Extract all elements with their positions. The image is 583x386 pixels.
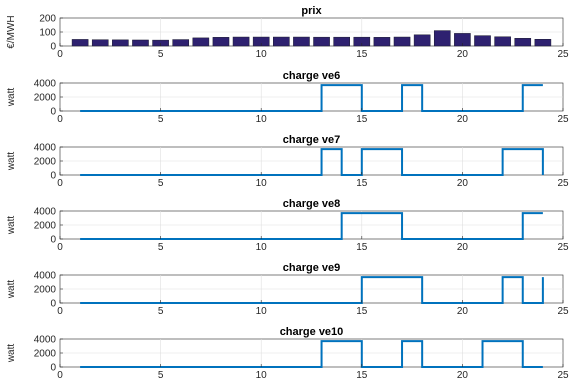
bar xyxy=(393,36,411,47)
bar xyxy=(313,36,330,47)
bar xyxy=(232,36,250,47)
x-tick-label: 25 xyxy=(557,114,569,125)
x-tick-label: 0 xyxy=(57,242,63,253)
x-tick-label: 15 xyxy=(356,178,368,189)
x-tick-label: 20 xyxy=(457,114,469,125)
series-line xyxy=(80,340,543,368)
y-tick-label: 0 xyxy=(50,171,56,182)
y-tick-label: 0 xyxy=(50,235,56,246)
y-axis-label: watt xyxy=(6,152,17,172)
x-tick-label: 0 xyxy=(57,114,63,125)
chart-title: charge ve10 xyxy=(280,326,344,338)
y-tick-label: 4000 xyxy=(34,143,57,154)
x-tick-label: 10 xyxy=(256,370,268,381)
y-tick-label: 4000 xyxy=(34,335,57,346)
x-tick-label: 20 xyxy=(457,370,469,381)
bar xyxy=(132,39,149,47)
x-tick-label: 0 xyxy=(57,178,63,189)
x-tick-label: 0 xyxy=(57,370,63,381)
y-axis-label: watt xyxy=(6,88,17,108)
y-tick-label: 0 xyxy=(50,107,56,118)
x-tick-label: 20 xyxy=(457,49,469,60)
bar xyxy=(273,36,290,47)
chart-title: charge ve8 xyxy=(283,198,340,210)
y-tick-label: 2000 xyxy=(34,93,57,104)
y-axis-label: watt xyxy=(6,280,17,300)
x-tick-label: 20 xyxy=(457,178,469,189)
y-tick-label: 4000 xyxy=(34,207,57,218)
x-tick-label: 25 xyxy=(557,178,569,189)
bar xyxy=(514,38,532,47)
chart-title: prix xyxy=(301,5,322,17)
y-tick-label: 100 xyxy=(39,28,56,39)
x-tick-label: 20 xyxy=(457,242,469,253)
y-tick-label: 0 xyxy=(50,42,56,53)
x-tick-label: 15 xyxy=(356,306,368,317)
x-tick-label: 5 xyxy=(158,49,164,60)
bar xyxy=(91,39,109,47)
bar xyxy=(474,35,491,47)
x-tick-label: 5 xyxy=(158,178,164,189)
x-tick-label: 15 xyxy=(356,49,368,60)
chart-title: charge ve9 xyxy=(283,262,340,274)
x-tick-label: 10 xyxy=(256,49,268,60)
x-tick-label: 25 xyxy=(557,242,569,253)
x-tick-label: 5 xyxy=(158,306,164,317)
bar xyxy=(293,36,310,47)
series-line xyxy=(80,212,543,240)
x-tick-label: 10 xyxy=(256,306,268,317)
bar xyxy=(192,37,210,47)
bar xyxy=(212,37,230,47)
y-tick-label: 2000 xyxy=(34,157,57,168)
x-tick-label: 5 xyxy=(158,370,164,381)
y-tick-label: 2000 xyxy=(34,349,57,360)
bar xyxy=(433,30,451,47)
bar xyxy=(413,34,431,47)
x-tick-label: 10 xyxy=(256,178,268,189)
y-tick-label: 2000 xyxy=(34,285,57,296)
y-axis-label: watt xyxy=(6,216,17,236)
y-tick-label: 0 xyxy=(50,299,56,310)
x-tick-label: 25 xyxy=(557,49,569,60)
x-tick-label: 0 xyxy=(57,49,63,60)
y-tick-label: 0 xyxy=(50,363,56,374)
x-tick-label: 25 xyxy=(557,370,569,381)
x-tick-label: 15 xyxy=(356,114,368,125)
y-tick-label: 200 xyxy=(39,14,56,25)
y-axis-label: €/MWH xyxy=(6,15,17,48)
bar xyxy=(112,39,129,47)
x-tick-label: 15 xyxy=(356,370,368,381)
bar xyxy=(534,39,552,47)
x-tick-label: 5 xyxy=(158,114,164,125)
chart-title: charge ve6 xyxy=(283,70,340,82)
x-tick-label: 5 xyxy=(158,242,164,253)
x-tick-label: 10 xyxy=(256,242,268,253)
bar xyxy=(172,39,190,47)
x-tick-label: 15 xyxy=(356,242,368,253)
x-tick-label: 10 xyxy=(256,114,268,125)
bar xyxy=(494,36,511,47)
x-tick-label: 25 xyxy=(557,306,569,317)
x-tick-label: 0 xyxy=(57,306,63,317)
y-tick-label: 4000 xyxy=(34,271,57,282)
bar xyxy=(71,39,89,47)
y-tick-label: 4000 xyxy=(34,79,57,90)
series-line xyxy=(80,148,544,176)
y-axis-label: watt xyxy=(6,344,17,364)
bar xyxy=(333,36,350,47)
bar xyxy=(373,37,391,47)
chart-title: charge ve7 xyxy=(283,134,340,146)
y-tick-label: 2000 xyxy=(34,221,57,232)
x-tick-label: 20 xyxy=(457,306,469,317)
series-line xyxy=(80,84,543,112)
